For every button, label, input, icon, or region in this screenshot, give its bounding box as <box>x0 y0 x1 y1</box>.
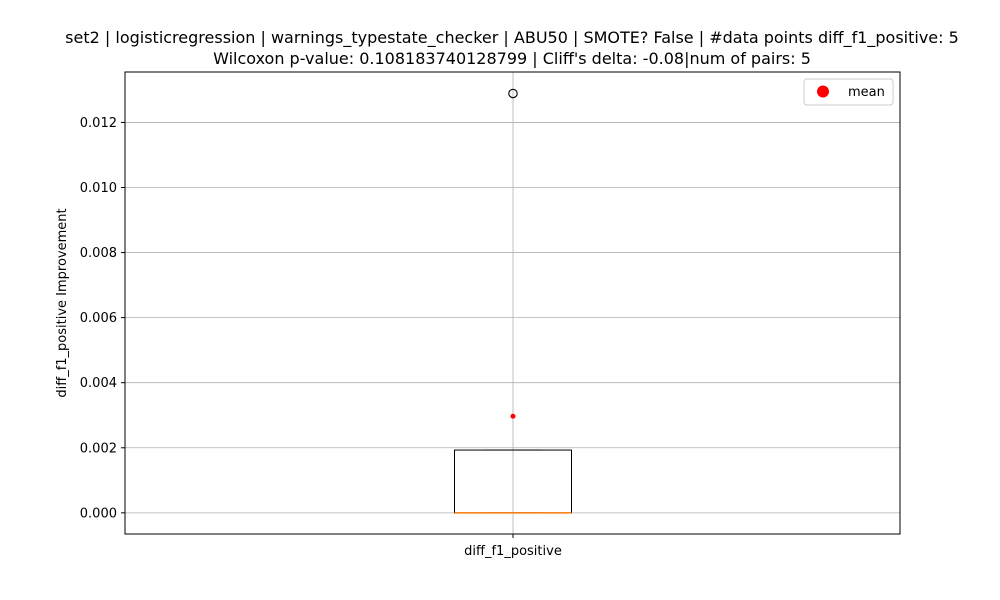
x-tick-label: diff_f1_positive <box>464 544 562 559</box>
y-tick-label: 0.006 <box>80 311 117 326</box>
y-grid <box>125 122 900 514</box>
y-axis-label: diff_f1_positive Improvement <box>55 208 70 397</box>
chart-title-line1: set2 | logisticregression | warnings_typ… <box>65 28 959 48</box>
legend-mean-marker <box>817 85 829 98</box>
plot-frame <box>124 71 901 535</box>
legend: mean <box>803 78 894 106</box>
y-tick-label: 0.012 <box>80 116 117 131</box>
y-tick-label: 0.008 <box>80 246 117 261</box>
legend-frame <box>803 78 894 106</box>
y-tick-label: 0.010 <box>80 181 117 196</box>
box-element <box>454 88 572 514</box>
y-axis-ticks: 0.000 0.002 0.004 0.006 0.008 0.010 0.012 <box>80 116 125 521</box>
y-tick-label: 0.000 <box>80 506 117 521</box>
legend-mean-label: mean <box>848 85 885 100</box>
x-axis-ticks: diff_f1_positive <box>464 534 562 559</box>
y-tick-label: 0.002 <box>80 441 117 456</box>
chart-title-line2: Wilcoxon p-value: 0.108183740128799 | Cl… <box>213 49 811 68</box>
y-tick-label: 0.004 <box>80 376 117 391</box>
mean-point <box>510 413 516 419</box>
outlier-point <box>508 88 518 99</box>
